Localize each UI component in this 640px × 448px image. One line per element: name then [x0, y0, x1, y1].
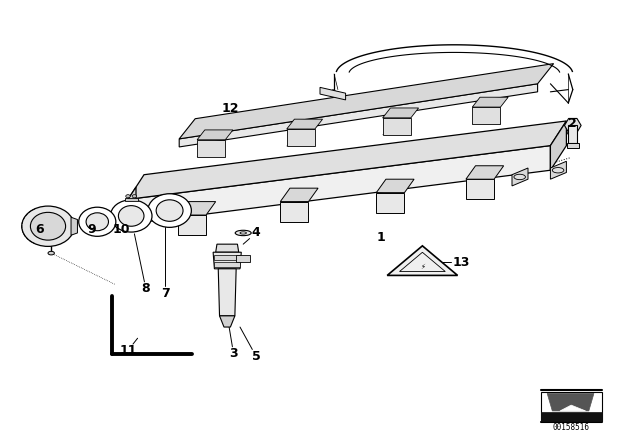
Text: 1: 1: [376, 231, 385, 244]
Ellipse shape: [132, 194, 137, 198]
Text: 13: 13: [452, 255, 470, 269]
Polygon shape: [179, 84, 538, 147]
Text: 7: 7: [161, 287, 170, 300]
Polygon shape: [125, 198, 138, 201]
Ellipse shape: [22, 206, 74, 246]
Polygon shape: [567, 143, 579, 148]
Text: 10: 10: [113, 223, 131, 237]
Polygon shape: [128, 121, 566, 199]
Polygon shape: [541, 392, 602, 421]
Polygon shape: [383, 118, 411, 135]
Ellipse shape: [48, 251, 54, 255]
Polygon shape: [213, 252, 241, 269]
Ellipse shape: [125, 194, 131, 198]
Polygon shape: [280, 188, 318, 202]
Polygon shape: [71, 217, 77, 235]
Text: 12: 12: [221, 102, 239, 115]
Polygon shape: [178, 215, 206, 235]
Polygon shape: [287, 119, 323, 129]
Text: 2: 2: [568, 116, 577, 130]
Polygon shape: [512, 168, 528, 186]
Polygon shape: [287, 129, 315, 146]
Text: 11: 11: [119, 344, 137, 357]
Polygon shape: [376, 193, 404, 213]
Polygon shape: [472, 107, 500, 124]
Ellipse shape: [156, 200, 183, 221]
Ellipse shape: [236, 230, 252, 236]
Polygon shape: [387, 246, 458, 276]
Ellipse shape: [552, 168, 564, 173]
Ellipse shape: [31, 212, 65, 240]
Polygon shape: [280, 202, 308, 222]
Polygon shape: [541, 412, 602, 421]
Polygon shape: [547, 393, 594, 411]
Polygon shape: [466, 179, 494, 199]
Polygon shape: [383, 108, 419, 118]
Polygon shape: [472, 97, 508, 107]
Polygon shape: [128, 146, 550, 224]
Polygon shape: [376, 179, 414, 193]
Ellipse shape: [110, 200, 152, 232]
Polygon shape: [214, 255, 240, 260]
Polygon shape: [214, 262, 240, 267]
Polygon shape: [568, 125, 577, 143]
Polygon shape: [179, 64, 554, 139]
Text: 4: 4: [252, 226, 260, 240]
Text: 3: 3: [229, 347, 238, 361]
Text: 8: 8: [141, 282, 150, 296]
Ellipse shape: [514, 174, 525, 180]
Ellipse shape: [148, 194, 191, 228]
Polygon shape: [197, 130, 233, 140]
Ellipse shape: [86, 213, 109, 231]
Text: ⚡: ⚡: [420, 263, 425, 270]
Text: 00158516: 00158516: [553, 423, 589, 432]
Polygon shape: [197, 140, 225, 157]
Text: 9: 9: [87, 223, 96, 237]
Polygon shape: [560, 405, 586, 411]
Polygon shape: [550, 161, 566, 179]
Polygon shape: [128, 187, 136, 224]
Text: 5: 5: [252, 349, 260, 363]
Polygon shape: [550, 121, 566, 170]
Polygon shape: [216, 244, 239, 252]
Ellipse shape: [79, 207, 116, 237]
Ellipse shape: [118, 206, 144, 226]
Polygon shape: [564, 118, 581, 133]
Ellipse shape: [240, 232, 246, 234]
Polygon shape: [218, 269, 236, 316]
Polygon shape: [466, 166, 504, 179]
Polygon shape: [236, 255, 250, 262]
Polygon shape: [320, 87, 346, 100]
Polygon shape: [178, 202, 216, 215]
Polygon shape: [220, 316, 235, 327]
Text: 6: 6: [35, 223, 44, 237]
